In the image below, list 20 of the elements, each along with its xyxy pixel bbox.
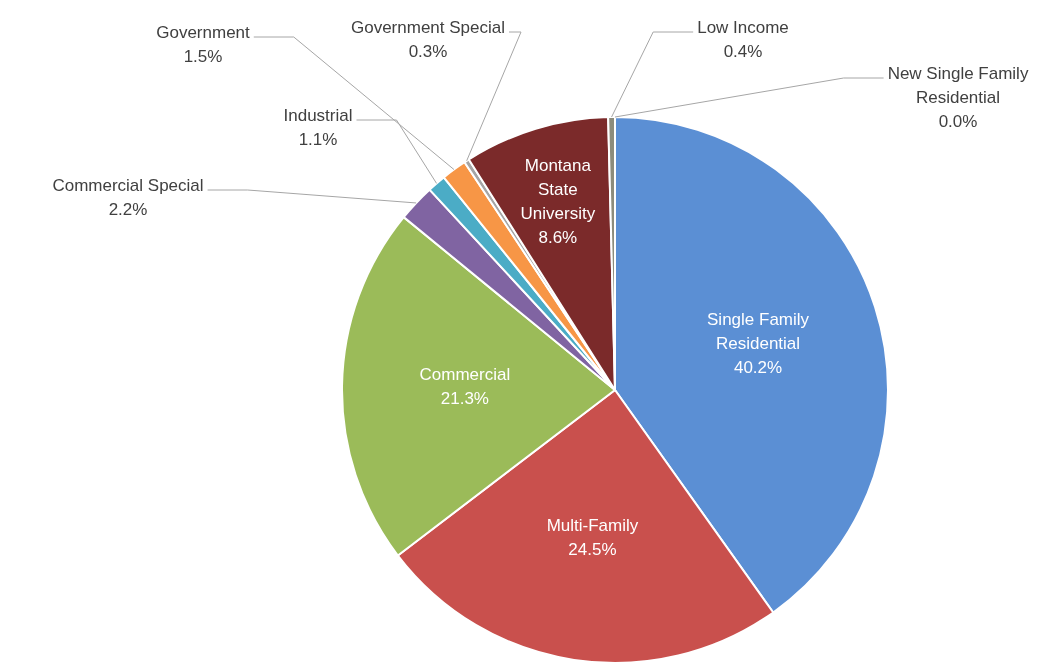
data-label: 8.6% [538,227,578,247]
slice-label: Government [156,22,251,42]
data-label: 1.5% [183,46,223,66]
data-label: 0.4% [723,41,763,61]
text: 0.0% [938,111,978,131]
slice-label: Montana State University [520,155,596,223]
data-label: 1.1% [298,129,338,149]
data-label: 0.3% [408,41,448,61]
slice-label: Industrial [283,105,353,125]
category-label: New Single Family Residential [887,63,1029,107]
slice-label: Government Special [350,17,506,37]
slice-label: Single Family Residential [707,310,810,354]
data-label: 2.2% [108,199,148,219]
data-label: 21.3% [440,389,489,409]
data-label: 24.5% [568,540,617,560]
slice-label: Commercial Special [52,175,204,195]
slice-label: Commercial [419,365,511,385]
slice-label: Multi-Family [546,516,639,536]
slice-label: Low Income [697,17,789,37]
data-label: 40.2% [733,358,783,378]
